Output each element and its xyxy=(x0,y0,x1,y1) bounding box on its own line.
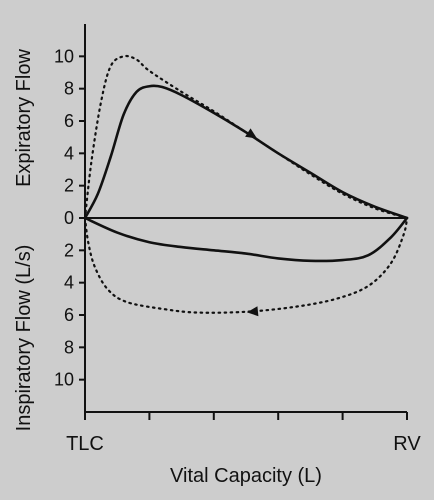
series-line-2-dotted xyxy=(83,54,409,220)
y-tick-label: 4 xyxy=(64,143,74,163)
series-group xyxy=(83,54,409,314)
y-tick-label: 6 xyxy=(64,305,74,325)
y-tick-label: 6 xyxy=(64,111,74,131)
x-label-rv: RV xyxy=(393,433,421,455)
series-line-0-solid xyxy=(83,84,409,220)
series-line-3-dotted xyxy=(83,216,409,314)
y-tick-label: 10 xyxy=(54,46,74,66)
y-axis-title-expiratory: Expiratory Flow xyxy=(13,49,35,187)
y-tick-label: 8 xyxy=(64,79,74,99)
y-tick-label: 2 xyxy=(64,240,74,260)
y-tick-label: 4 xyxy=(64,273,74,293)
arrows-group xyxy=(245,128,259,317)
axes xyxy=(79,24,408,420)
direction-arrow-right xyxy=(245,128,258,139)
y-tick-label: 2 xyxy=(64,176,74,196)
tick-labels: 10 8 6 4 2 0 2 4 6 8 10 xyxy=(54,46,74,389)
y-tick-label: 8 xyxy=(64,337,74,357)
x-axis-title: Vital Capacity (L) xyxy=(170,465,322,487)
x-label-tlc: TLC xyxy=(66,433,104,455)
direction-arrow-left xyxy=(246,306,259,317)
y-tick-label: 10 xyxy=(54,370,74,390)
series-line-1-solid xyxy=(83,216,409,263)
y-axis-title-inspiratory: Inspiratory Flow (L/s) xyxy=(13,245,35,432)
y-tick-label: 0 xyxy=(64,208,74,228)
